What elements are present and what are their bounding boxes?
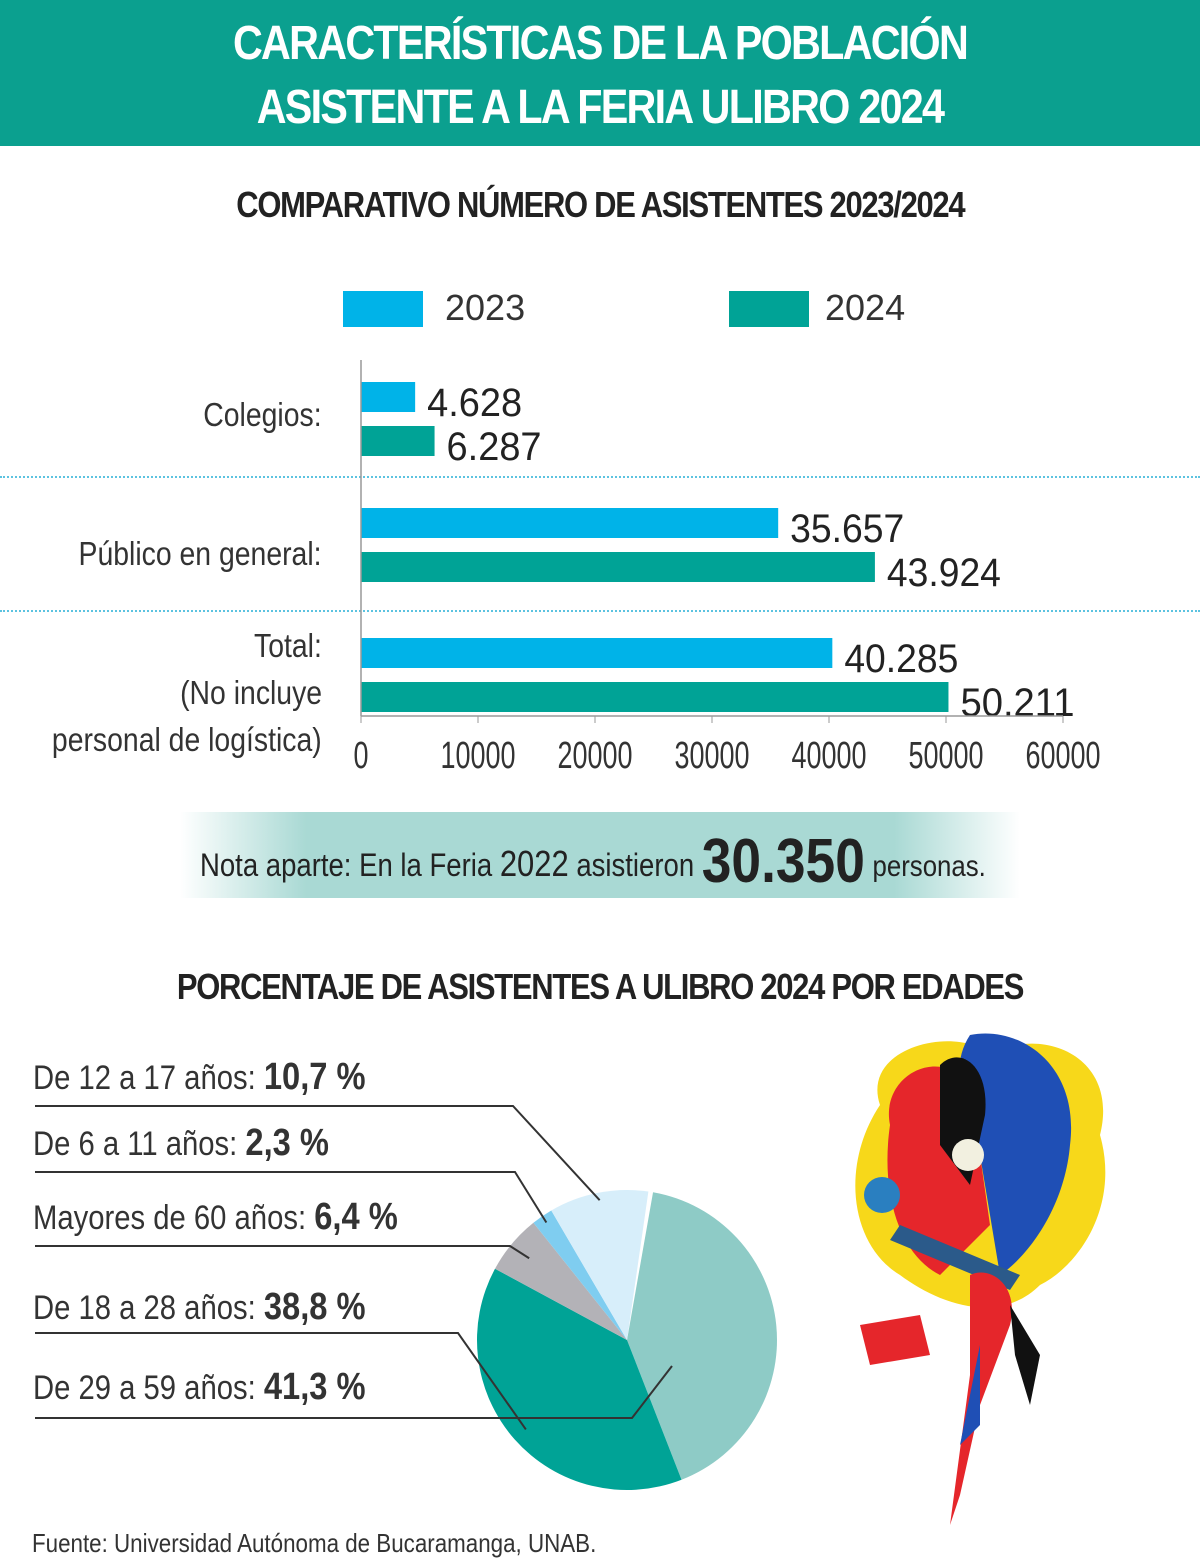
pie-chart-title: PORCENTAJE DE ASISTENTES A ULIBRO 2024 P… (176, 966, 1025, 1007)
bar-2024-2 (361, 682, 949, 712)
x-tick-label: 60000 (1026, 735, 1101, 777)
pie-label-18-28: De 18 a 28 años: 38,8 % (33, 1286, 366, 1328)
illustration (855, 1033, 1106, 1525)
divider (0, 476, 1200, 478)
pie-slice (627, 1192, 777, 1480)
legend-label-2023: 2023 (445, 287, 526, 328)
bar-value-label: 43.924 (887, 551, 1001, 595)
note-banner: Nota aparte: En la Feria 2022 asistieron… (180, 812, 1020, 898)
legend-label-2024: 2024 (825, 287, 906, 328)
leader-line (35, 1365, 673, 1419)
x-tick-label: 0 (354, 735, 369, 777)
bar-value-label: 6.287 (447, 425, 542, 469)
pie-label-60plus: Mayores de 60 años: 6,4 % (33, 1196, 398, 1238)
header-title-line2: ASISTENTE A LA FERIA ULIBRO 2024 (256, 81, 945, 134)
note-mid: asistieron (576, 847, 695, 883)
leader-line (35, 1332, 527, 1430)
note-suffix: personas. (872, 850, 986, 883)
bar-value-label: 50.211 (960, 681, 1074, 725)
bar-value-label: 40.285 (844, 637, 958, 681)
pie-label-29-59: De 29 a 59 años: 41,3 % (33, 1366, 366, 1408)
x-tick-label: 40000 (792, 735, 867, 777)
x-tick-label: 30000 (675, 735, 750, 777)
note-value: 30.350 (701, 827, 865, 896)
pie-label-12-17: De 12 a 17 años: 10,7 % (33, 1056, 366, 1098)
source-note: Fuente: Universidad Autónoma de Bucarama… (32, 1528, 597, 1558)
bar-chart-title: COMPARATIVO NÚMERO DE ASISTENTES 2023/20… (235, 184, 965, 225)
divider (0, 610, 1200, 612)
leader-line (35, 1245, 530, 1260)
legend-swatch-2024 (729, 291, 809, 327)
x-tick-label: 50000 (909, 735, 984, 777)
bar-2023-1 (361, 508, 779, 538)
pie-label-6-11: De 6 a 11 años: 2,3 % (33, 1122, 329, 1164)
pie-slice (495, 1222, 627, 1340)
bar-2024-1 (361, 552, 875, 582)
note-prefix: Nota aparte: En la Feria (200, 847, 493, 883)
header-banner: CARACTERÍSTICAS DE LA POBLACIÓN ASISTENT… (0, 0, 1200, 146)
pie-slice (551, 1190, 649, 1340)
leader-line (35, 1171, 548, 1224)
x-tick-label: 10000 (441, 735, 516, 777)
category-label-total: Total: (No incluye personal de logística… (52, 627, 322, 758)
header-title-line1: CARACTERÍSTICAS DE LA POBLACIÓN (232, 17, 969, 70)
bar-value-label: 35.657 (790, 507, 904, 551)
pie-chart (35, 1105, 777, 1490)
category-label-publico: Público en general: (79, 535, 322, 572)
x-tick-label: 20000 (558, 735, 633, 777)
pie-slice (477, 1268, 682, 1490)
pie-slice (533, 1210, 627, 1340)
bar-2023-0 (361, 382, 416, 412)
bar-2023-2 (361, 638, 833, 668)
note-year: 2022 (499, 843, 569, 884)
bar-value-label: 4.628 (427, 381, 522, 425)
bar-2024-0 (361, 426, 435, 456)
legend-swatch-2023 (343, 291, 423, 327)
leader-line (35, 1105, 601, 1201)
category-label-colegios: Colegios: (203, 396, 322, 433)
